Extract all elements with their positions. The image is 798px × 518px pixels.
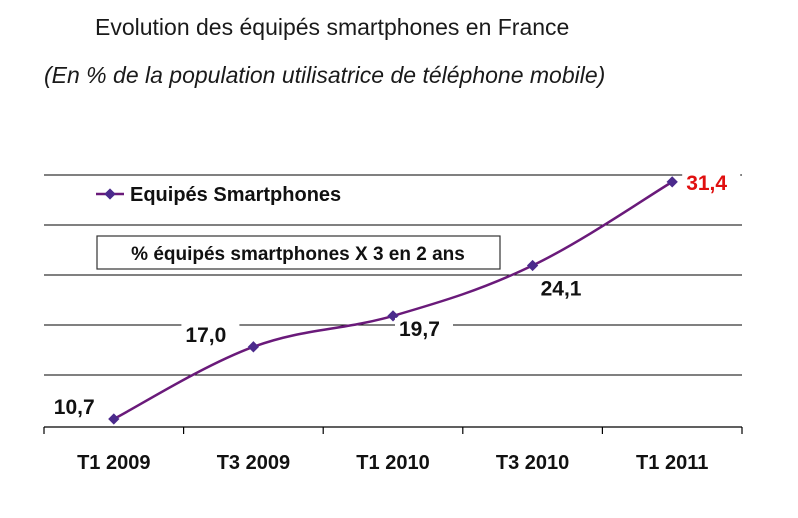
x-tick-label: T3 2009 — [217, 452, 290, 474]
data-label: 19,7 — [399, 318, 440, 341]
x-axis: T1 2009 T3 2009 T1 2010 T3 2010 T1 2011 — [43, 426, 743, 474]
legend-background — [90, 176, 400, 212]
data-label-background — [181, 323, 240, 348]
data-label-background — [49, 395, 108, 420]
series-equipes-smartphones — [108, 176, 678, 425]
x-tick-label: T1 2011 — [636, 452, 708, 474]
data-point — [247, 341, 260, 353]
annotation-frame — [96, 235, 501, 270]
data-labels: 10,7 17,0 19,7 24,1 31,4 — [49, 171, 741, 420]
chart-title: Evolution des équipés smartphones en Fra… — [95, 14, 570, 40]
x-tick-label: T1 2009 — [77, 452, 150, 474]
data-label-background — [395, 317, 453, 342]
data-label: 10,7 — [54, 396, 95, 419]
data-point — [108, 413, 120, 425]
data-label: 24,1 — [541, 277, 582, 300]
annotation-text: % équipés smartphones X 3 en 2 ans — [131, 244, 465, 265]
data-point — [526, 259, 539, 272]
legend: Equipés Smartphones — [90, 176, 400, 212]
legend-label: Equipés Smartphones — [130, 184, 341, 206]
data-label-background — [682, 171, 741, 196]
chart-subtitle: (En % de la population utilisatrice de t… — [44, 62, 606, 88]
data-label: 17,0 — [185, 324, 226, 347]
data-label: 31,4 — [686, 172, 727, 195]
gridlines — [44, 174, 742, 376]
x-tick-label: T3 2010 — [496, 452, 569, 474]
annotation-box: % équipés smartphones X 3 en 2 ans — [96, 235, 501, 270]
data-point — [666, 176, 678, 188]
data-label-background — [536, 277, 595, 302]
x-tick-label: T1 2010 — [356, 452, 429, 474]
